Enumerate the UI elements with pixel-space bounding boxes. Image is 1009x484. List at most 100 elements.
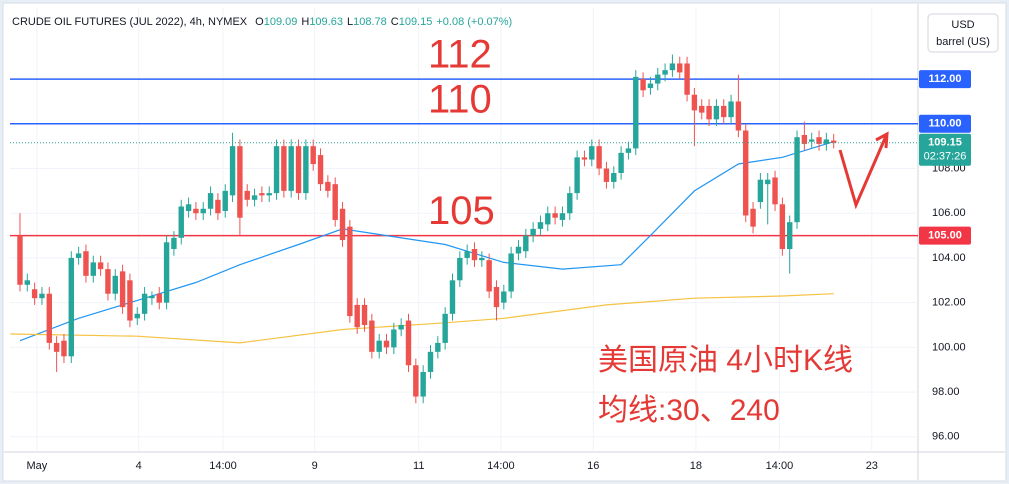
candle-body <box>310 146 316 165</box>
candle-body <box>794 137 800 223</box>
level-note: 105 <box>428 189 495 233</box>
candle-body <box>259 193 265 196</box>
candle-body <box>743 130 749 216</box>
annotation: 美国原油 4小时K线 <box>598 344 853 377</box>
x-tick-label: 14:00 <box>766 460 794 472</box>
chart-title: CRUDE OIL FUTURES (JUL 2022), 4h, NYMEX O… <box>12 16 512 28</box>
candle-body <box>391 329 397 348</box>
ohlc-label: H <box>301 16 309 28</box>
candle-body <box>171 237 177 250</box>
candle-body <box>266 193 272 196</box>
current-price-tag <box>919 133 971 166</box>
x-tick-label: 9 <box>312 460 318 472</box>
x-tick-label: 14:00 <box>209 460 237 472</box>
candle-body <box>127 280 133 321</box>
candle-body <box>237 146 243 218</box>
title: CRUDE OIL FUTURES (JUL 2022), 4h, NYMEX <box>12 16 248 28</box>
x-tick-label: May <box>26 460 47 472</box>
candle-body <box>640 79 646 91</box>
candle-body <box>75 253 82 258</box>
candle-body <box>163 242 170 303</box>
candle-body <box>222 190 228 211</box>
candle-body <box>361 304 368 326</box>
candle-body <box>405 320 412 366</box>
ohlc-value: 109.09 <box>264 16 298 28</box>
y-tick-label: 106.00 <box>932 207 966 219</box>
candle-body <box>442 313 448 343</box>
candle-body <box>728 101 734 118</box>
candle-body <box>457 257 463 281</box>
candle-body <box>772 177 778 205</box>
candle-body <box>501 291 507 303</box>
candle-body <box>435 342 441 352</box>
candle-body <box>757 179 764 203</box>
currency[interactable]: USD <box>951 19 974 31</box>
candle-body <box>383 340 390 348</box>
level-label: 105.00 <box>928 229 962 241</box>
candle-body <box>523 235 529 252</box>
level-label: 112.00 <box>928 73 961 85</box>
candle-body <box>721 105 727 118</box>
candle-body <box>398 325 404 330</box>
candle-body <box>97 262 104 270</box>
candle-body <box>105 269 111 294</box>
candle-body <box>801 134 808 144</box>
candle-body <box>471 249 478 261</box>
countdown: 02:37:26 <box>924 151 967 163</box>
y-tick-label: 98.00 <box>932 386 960 398</box>
candle-body <box>354 304 360 328</box>
level-tag <box>919 114 971 133</box>
x-tick-label: 14:00 <box>487 460 515 472</box>
x-tick-label: 23 <box>866 460 878 472</box>
candle-body <box>779 204 786 250</box>
candle-body <box>750 208 756 227</box>
level-note: 112 <box>428 33 492 77</box>
candle-body <box>545 213 551 225</box>
candle-body <box>603 168 610 182</box>
ohlc-value: 109.15 <box>399 16 433 28</box>
candle-body <box>17 235 23 285</box>
candle-body <box>713 105 720 120</box>
y-tick-label: 102.00 <box>932 297 966 309</box>
candle-body <box>787 222 793 250</box>
x-tick-label: 18 <box>690 460 702 472</box>
arrow <box>838 131 889 210</box>
plot <box>10 54 918 404</box>
x-tick-label: 4 <box>136 460 142 472</box>
candle-body <box>706 105 712 120</box>
candle-body <box>68 257 74 357</box>
ohlc-change: +0.08 (+0.07%) <box>436 16 512 28</box>
candle-body <box>134 313 140 319</box>
candle-body <box>413 365 419 397</box>
candle-body <box>618 152 624 173</box>
candle-body <box>141 293 148 314</box>
candle-body <box>149 295 155 299</box>
unit[interactable]: barrel (US) <box>936 36 990 48</box>
candle-body <box>596 146 602 169</box>
candle-body <box>567 193 573 214</box>
candle-body <box>295 146 302 194</box>
ohlc-legend: O109.09 H109.63 L108.78 C109.15 +0.08 (+0.07… <box>255 16 512 28</box>
candle-body <box>537 222 544 229</box>
candle-body <box>655 74 661 84</box>
candle-body <box>347 226 353 317</box>
candle-body <box>251 195 258 200</box>
y-tick-label: 104.00 <box>932 252 966 264</box>
annotation: 均线:30、240 <box>598 394 780 427</box>
candle-body <box>339 208 346 241</box>
unit-box[interactable] <box>927 13 999 53</box>
candle-body <box>119 271 126 308</box>
candle-body <box>552 213 558 218</box>
candle-body <box>24 280 31 285</box>
candle-body <box>691 94 698 111</box>
x-tick-label: 11 <box>413 460 424 472</box>
ohlc-label: L <box>347 16 353 28</box>
candle-body <box>156 293 162 303</box>
candle-body <box>39 293 45 299</box>
level-tag <box>919 70 971 89</box>
current-price-label: 109.15 <box>928 137 962 149</box>
level-tag <box>919 226 971 245</box>
candle-body <box>288 146 294 191</box>
